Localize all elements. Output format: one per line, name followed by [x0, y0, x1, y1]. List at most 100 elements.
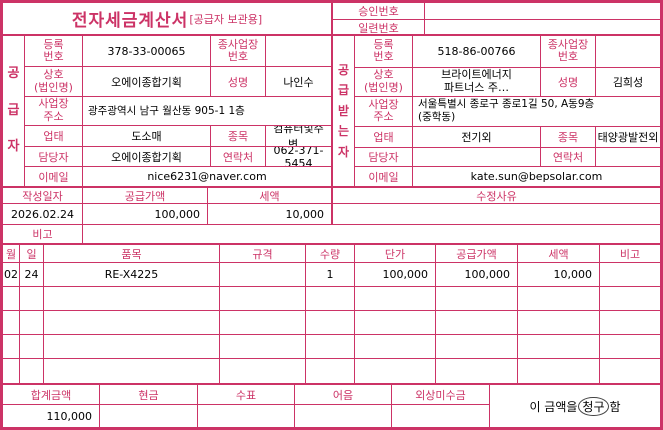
item-unit-price: 100,000: [355, 263, 436, 286]
col-quantity: 수량: [306, 245, 355, 262]
item-unit-price: [355, 335, 436, 358]
buyer-block: 공 급 받 는 자 등록 번호 518-86-00766 종사업장 번호 상호 …: [333, 36, 660, 186]
item-supply-amount: [436, 311, 518, 334]
supplier-phone-value: 062-371-5454: [273, 147, 324, 167]
supplier-biztype-label: 업태: [25, 126, 83, 147]
total-amount-column: 합계금액 110,000: [3, 385, 100, 427]
supplier-address-value: 광주광역시 남구 월산동 905-1 1층: [88, 104, 245, 117]
parties-section: 공 급 자 등록 번호 378-33-00065 종사업장 번호 상호 (법인명…: [3, 36, 660, 188]
supplier-biztype-value: 도소매: [83, 126, 211, 147]
document-title: 전자세금계산서 [공급자 보관용]: [3, 3, 333, 34]
buyer-company-label: 상호 (법인명): [355, 67, 413, 97]
summary-section: 작성일자 공급가액 세액 2026.02.24 100,000 10,000 수…: [3, 188, 660, 245]
supplier-name-value: 나인수: [283, 75, 314, 89]
tax-amount-value: 10,000: [285, 207, 325, 221]
supplier-side-label: 공 급 자: [3, 36, 25, 186]
approval-number-value: [425, 3, 660, 19]
item-row-empty: [3, 287, 660, 311]
item-unit-price: [355, 359, 436, 383]
billing-statement-pre: 이 금액을: [529, 399, 578, 414]
item-note: [600, 359, 660, 383]
item-day: [20, 311, 44, 334]
item-row: 02 24 RE-X4225 1 100,000 100,000 10,000: [3, 263, 660, 287]
supplier-phone-label: 연락처: [211, 147, 266, 167]
buyer-phone-value: [596, 148, 660, 167]
buyer-biztype-row: 업태 전기외 종목 태양광발전외: [355, 126, 660, 148]
item-tax-amount: 10,000: [518, 263, 600, 286]
buyer-regno-value: 518-86-00766: [413, 36, 541, 67]
tax-amount-label: 세액: [259, 189, 280, 203]
buyer-contact-label: 담당자: [355, 147, 413, 167]
item-day: [20, 287, 44, 310]
supply-amount-value: 100,000: [83, 204, 208, 224]
item-month: [3, 287, 20, 310]
supplier-block: 공 급 자 등록 번호 378-33-00065 종사업장 번호 상호 (법인명…: [3, 36, 333, 186]
supplier-regno-value: 378-33-00065: [83, 36, 211, 67]
item-note: [600, 287, 660, 310]
item-row-empty: [3, 359, 660, 383]
buyer-item-value: 태양광발전외: [597, 130, 659, 144]
serial-number-row: 일련번호: [333, 20, 660, 36]
supplier-contact-row: 담당자 오에이종합기획 연락처 062-371-5454: [25, 147, 331, 168]
summary-header-row: 작성일자 공급가액 세액: [3, 188, 331, 204]
item-month: [3, 359, 20, 383]
date-value: 2026.02.24: [3, 204, 83, 224]
supplier-regno-row: 등록 번호 378-33-00065 종사업장 번호: [25, 36, 331, 68]
item-quantity: [306, 335, 355, 358]
col-note: 비고: [619, 247, 641, 261]
buyer-company-row: 상호 (법인명) 브라이트에너지 파트너스 주… 성명 김희성: [355, 67, 660, 98]
title-sub: [공급자 보관용]: [189, 12, 263, 26]
supplier-biztype-row: 업태 도소매 종목 컴퓨터및주변…: [25, 126, 331, 148]
item-quantity: [306, 359, 355, 383]
buyer-item-label: 종목: [541, 126, 596, 147]
approval-block: 승인번호 일련번호: [333, 3, 660, 36]
item-name: [44, 311, 220, 334]
check-label: 수표: [198, 385, 294, 405]
item-quantity: 1: [306, 263, 355, 286]
item-day: [20, 335, 44, 358]
item-quantity: [306, 311, 355, 334]
serial-number-label: 일련번호: [333, 20, 425, 36]
supplier-contact-value: 오에이종합기획: [83, 147, 211, 167]
check-column: 수표: [198, 385, 295, 427]
revision-reason-label: 수정사유: [333, 188, 660, 204]
col-unit-price: 단가: [355, 245, 436, 262]
item-name: [44, 287, 220, 310]
supplier-item-label: 종목: [211, 126, 266, 147]
buyer-email-value: kate.sun@bepsolar.com: [470, 170, 603, 184]
buyer-contact-value: [413, 147, 541, 167]
promissory-note-label: 어음: [295, 385, 391, 405]
cash-column: 현금: [100, 385, 198, 427]
item-spec: [220, 335, 306, 358]
item-name: [44, 359, 220, 383]
remark-label: 비고: [3, 225, 83, 243]
item-unit-price: [355, 311, 436, 334]
supplier-company-value: 오에이종합기획: [83, 67, 211, 96]
buyer-biztype-label: 업태: [355, 126, 413, 147]
buyer-phone-label: 연락처: [541, 147, 596, 167]
supplier-address-label: 사업장 주소: [25, 96, 83, 126]
item-month: 02: [3, 263, 20, 286]
billing-statement-suffix: 함: [609, 399, 621, 414]
supplier-regno-label: 등록 번호: [25, 36, 83, 67]
item-quantity: [306, 287, 355, 310]
buyer-subbiz-value: [596, 36, 660, 67]
supplier-address-row: 사업장 주소 광주광역시 남구 월산동 905-1 1층: [25, 96, 331, 127]
item-supply-amount: [436, 287, 518, 310]
item-unit-price: [355, 287, 436, 310]
items-header-row: 월 일 품목 규격 수량 단가 공급가액 세액 비고: [3, 245, 660, 263]
item-supply-amount: 100,000: [436, 263, 518, 286]
cash-value: [100, 405, 197, 427]
supplier-item-value: 컴퓨터및주변…: [273, 126, 324, 147]
item-note: [600, 311, 660, 334]
promissory-note-value: [295, 405, 391, 427]
cash-label: 현금: [100, 385, 197, 405]
buyer-regno-label: 등록 번호: [355, 36, 413, 67]
item-note: [600, 335, 660, 358]
item-supply-amount: [436, 335, 518, 358]
item-spec: [220, 311, 306, 334]
item-tax-amount: [518, 359, 600, 383]
total-amount-label: 합계금액: [3, 385, 99, 405]
item-tax-amount: [518, 287, 600, 310]
